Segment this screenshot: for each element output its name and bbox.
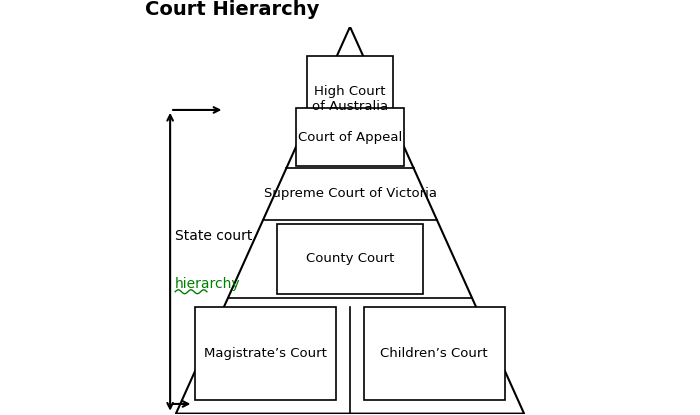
FancyBboxPatch shape (195, 307, 337, 400)
Text: Magistrate’s Court: Magistrate’s Court (204, 347, 328, 360)
Text: Children’s Court: Children’s Court (380, 347, 488, 360)
Text: Supreme Court of Victoria: Supreme Court of Victoria (263, 187, 437, 200)
FancyBboxPatch shape (276, 224, 424, 294)
Text: High Court
of Australia: High Court of Australia (312, 85, 388, 113)
Text: Court of Appeal: Court of Appeal (298, 131, 402, 144)
FancyBboxPatch shape (363, 307, 505, 400)
Text: Court Hierarchy: Court Hierarchy (145, 0, 319, 19)
FancyBboxPatch shape (296, 108, 404, 166)
FancyBboxPatch shape (307, 56, 393, 143)
Text: hierarchy: hierarchy (175, 277, 241, 291)
Text: County Court: County Court (306, 252, 394, 265)
Text: State court: State court (175, 229, 253, 243)
